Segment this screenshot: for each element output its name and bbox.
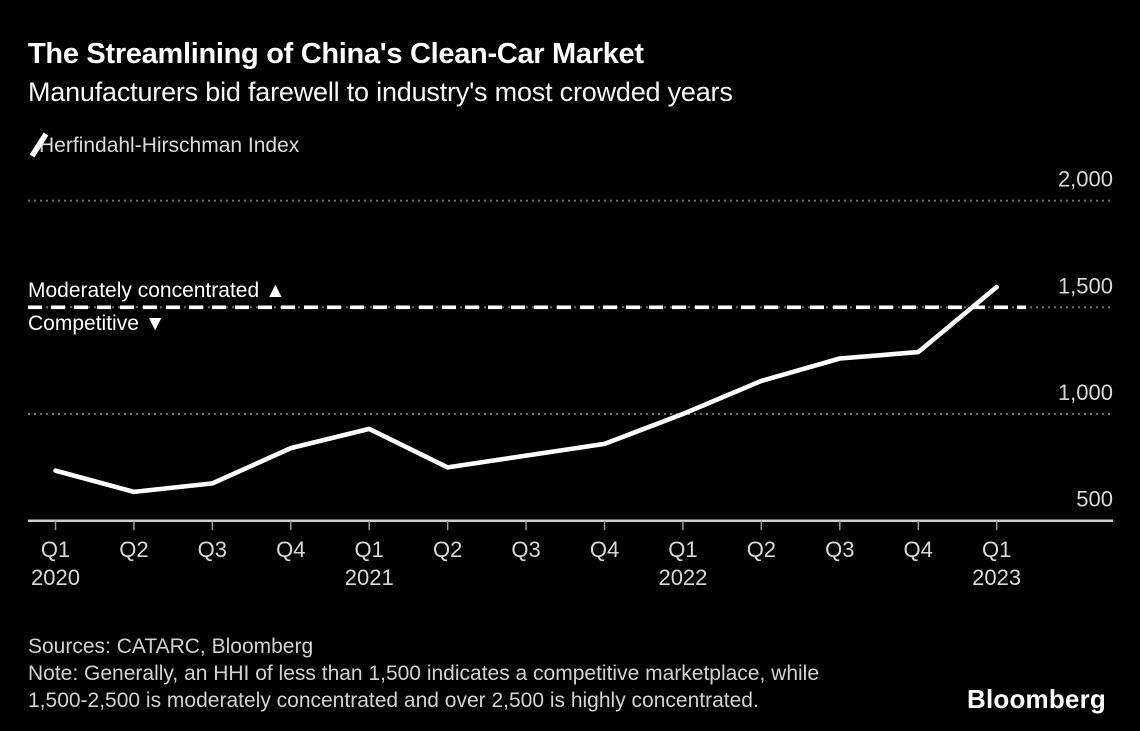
- legend-series-label: Herfindahl-Hirschman Index: [39, 134, 300, 157]
- sources-line: Sources: CATARC, Bloomberg: [28, 635, 314, 658]
- x-axis-quarter-label: Q1: [982, 537, 1011, 562]
- x-axis-quarter-label: Q1: [668, 537, 697, 562]
- y-axis-label-500: 500: [1076, 487, 1113, 512]
- x-axis-quarter-label: Q4: [276, 537, 305, 562]
- hhi-line-chart: 2,000 1,500 1,000 500 Q1 2020 Q2 Q3 Q4 Q1 2021 Q2 Q3…: [28, 167, 1113, 590]
- x-axis-quarter-label: Q2: [433, 537, 462, 562]
- note-line-2: 1,500-2,500 is moderately concentrated a…: [28, 689, 759, 712]
- y-axis-label-1000: 1,000: [1058, 380, 1113, 405]
- bloomberg-logo: Bloomberg: [966, 684, 1106, 714]
- threshold-label-above: Moderately concentrated ▲: [28, 279, 286, 302]
- chart-subtitle: Manufacturers bid farewell to industry's…: [28, 77, 733, 107]
- x-axis-quarter-label: Q2: [119, 537, 148, 562]
- x-axis-quarter-label: Q4: [590, 537, 619, 562]
- x-axis-quarter-label: Q3: [511, 537, 540, 562]
- chart-title: The Streamlining of China's Clean-Car Ma…: [28, 38, 644, 70]
- legend: Herfindahl-Hirschman Index: [28, 131, 299, 161]
- x-axis-quarter-label: Q3: [825, 537, 854, 562]
- x-axis-quarter-label: Q4: [904, 537, 933, 562]
- y-axis-label-1500: 1,500: [1058, 273, 1113, 298]
- x-axis-quarter-label: Q1: [41, 537, 70, 562]
- x-axis-quarter-label: Q2: [747, 537, 776, 562]
- y-axis-label-2000: 2,000: [1058, 167, 1113, 192]
- footer: Sources: CATARC, Bloomberg Note: General…: [28, 633, 819, 714]
- x-axis-year-label: 2023: [972, 565, 1021, 590]
- x-axis-quarter-label: Q1: [355, 537, 384, 562]
- x-axis-year-label: 2021: [345, 565, 394, 590]
- hhi-data-line: [53, 284, 1000, 495]
- note-line-1: Note: Generally, an HHI of less than 1,5…: [28, 662, 820, 685]
- x-axis-year-label: 2020: [31, 565, 80, 590]
- threshold-label-below: Competitive ▼: [28, 312, 166, 335]
- x-axis-quarter-label: Q3: [198, 537, 227, 562]
- x-axis-year-label: 2022: [658, 565, 707, 590]
